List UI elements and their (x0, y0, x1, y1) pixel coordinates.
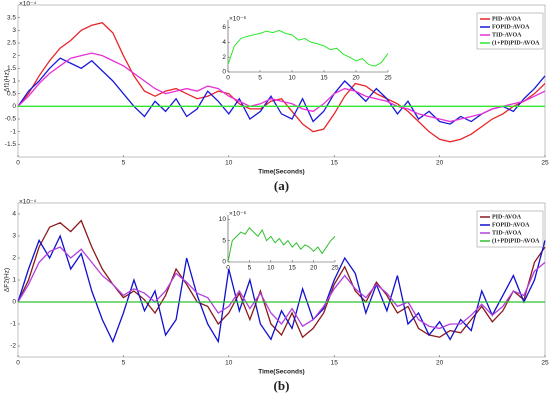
x-tick-label: 25 (541, 160, 549, 167)
y-tick-label: 0 (12, 299, 16, 306)
y-exponent: ×10⁻⁶ (229, 16, 246, 23)
series-line (17, 22, 546, 143)
caption: (a) (274, 178, 289, 193)
legend-label: PID-AVOA (492, 16, 522, 22)
y-exponent: ×10⁻⁴ (19, 199, 36, 206)
x-tick-label: 5 (248, 265, 252, 272)
x-tick-label: 10 (267, 265, 275, 272)
y-tick-label: -1 (10, 321, 16, 328)
y-tick-label: -1 (10, 128, 16, 135)
y-tick-label: 4 (222, 39, 226, 46)
series-line (17, 52, 546, 123)
x-tick-label: 20 (310, 265, 318, 272)
caption: (b) (274, 378, 290, 393)
x-tick-label: 0 (16, 360, 20, 367)
y-tick-label: 4 (12, 211, 16, 218)
x-tick-label: 25 (331, 265, 339, 272)
y-tick-label: 2 (12, 255, 16, 262)
y-tick-label: 0 (12, 103, 16, 110)
y-tick-label: 2 (222, 54, 226, 61)
legend-label: FOPID-AVOA (492, 222, 530, 228)
legend-label: (1+PD)PID-AVOA (492, 237, 540, 244)
x-tick-label: 5 (258, 75, 262, 82)
x-tick-label: 15 (320, 75, 328, 82)
x-tick-label: 20 (352, 75, 360, 82)
y-exponent: ×10⁻⁴ (19, 1, 36, 8)
y-tick-label: 6 (222, 24, 226, 31)
y-tick-label: 2.5 (7, 40, 16, 47)
x-tick-label: 0 (16, 160, 20, 167)
x-tick-label: 15 (331, 360, 339, 367)
series-line (227, 29, 389, 67)
legend-label: FOPID-AVOA (492, 24, 530, 30)
x-tick-label: 10 (225, 160, 233, 167)
y-tick-label: 5 (222, 237, 226, 244)
axes-box (17, 202, 546, 358)
series-line (17, 246, 546, 330)
x-tick-label: 25 (541, 360, 549, 367)
axes-box (17, 4, 546, 158)
y-tick-label: 0.5 (7, 90, 16, 97)
x-tick-label: 15 (289, 265, 297, 272)
y-exponent: ×10⁻⁶ (229, 211, 246, 218)
x-axis-label: Time(Seconds) (258, 369, 304, 376)
y-tick-label: 0 (222, 259, 226, 266)
y-tick-label: 2 (12, 52, 16, 59)
y-tick-label: 3.5 (7, 14, 16, 21)
y-tick-label: 1.5 (7, 65, 16, 72)
y-tick-label: 3 (12, 233, 16, 240)
series-line (17, 57, 546, 125)
y-tick-label: -1.5 (5, 141, 17, 148)
y-tick-label: -0.5 (5, 116, 17, 123)
y-tick-label: 1 (12, 277, 16, 284)
y-tick-label: 10 (219, 216, 227, 223)
y-axis-label: ΔF2(Hz) (4, 268, 11, 292)
legend-label: (1+PD)PID-AVOA (492, 39, 540, 46)
legend-label: PID-AVOA (492, 214, 522, 220)
y-tick-label: 1 (12, 78, 16, 85)
x-tick-label: 15 (331, 160, 339, 167)
x-tick-label: 0 (226, 75, 230, 82)
x-tick-label: 5 (122, 160, 126, 167)
series-line (227, 227, 336, 263)
x-tick-label: 10 (225, 360, 233, 367)
series-line (17, 219, 546, 339)
y-tick-label: 3 (12, 27, 16, 34)
x-tick-label: 25 (384, 75, 392, 82)
series-line (17, 234, 546, 344)
legend-label: TID-AVOA (492, 32, 522, 38)
x-tick-label: 10 (288, 75, 296, 82)
x-tick-label: 5 (122, 360, 126, 367)
y-axis-label: Δf1(Hz) (4, 70, 11, 92)
x-tick-label: 20 (436, 360, 444, 367)
y-tick-label: 0 (222, 69, 226, 76)
x-tick-label: 0 (226, 265, 230, 272)
y-tick-label: -2 (10, 343, 16, 350)
legend-label: TID-AVOA (492, 230, 522, 236)
x-tick-label: 20 (436, 160, 444, 167)
x-axis-label: Time(Seconds) (258, 169, 304, 176)
